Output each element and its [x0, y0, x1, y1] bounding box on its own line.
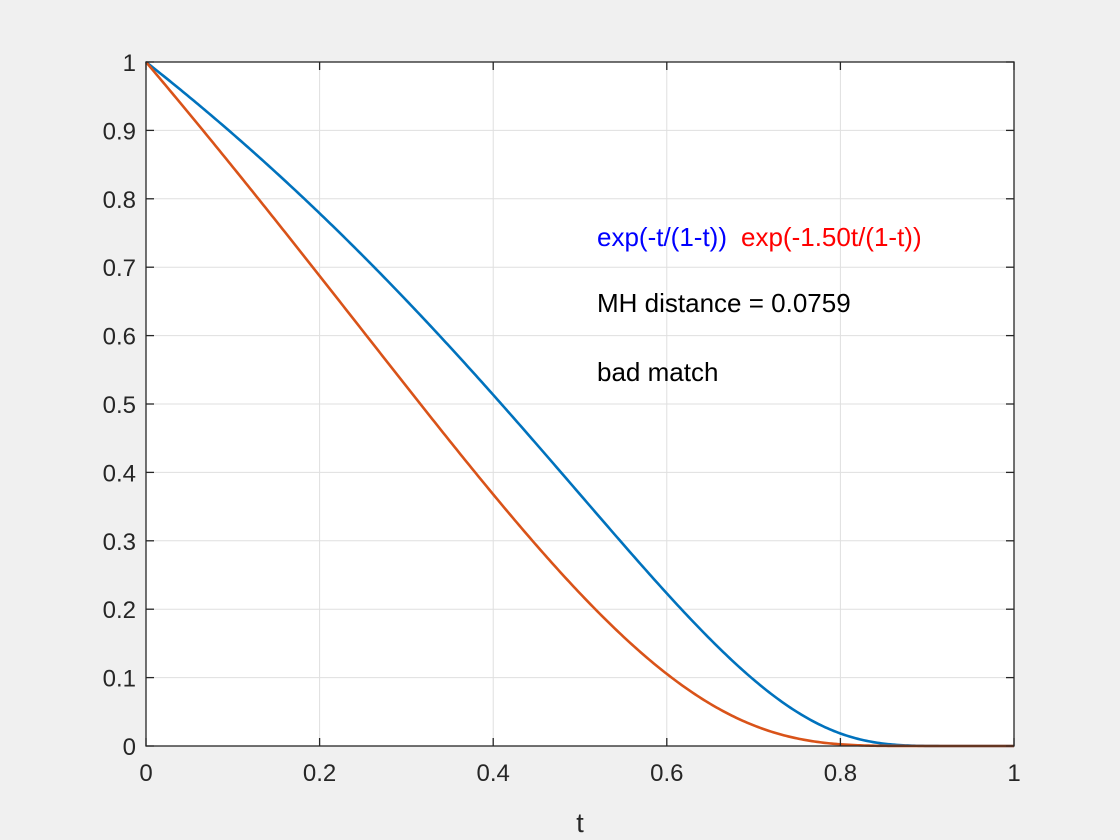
y-tick-label: 0.3	[103, 529, 136, 556]
x-tick-label: 0.2	[303, 760, 336, 787]
annotation-verdict: bad match	[597, 357, 718, 387]
x-tick-label: 0.6	[650, 760, 683, 787]
x-tick-label: 0.8	[824, 760, 857, 787]
x-tick-label: 1	[1007, 760, 1020, 787]
y-tick-label: 0	[123, 734, 136, 761]
axis-ticks: 0 0.2 0.4 0.6 0.8 1 0 0.1 0.2 0.3 0.4 0.5 0.6 0.7 0.8 0…	[103, 50, 1021, 787]
y-tick-label: 0.1	[103, 666, 136, 693]
annotation-blue: exp(-t/(1-t))	[597, 222, 727, 252]
annotation-distance: MH distance = 0.0759	[597, 288, 851, 318]
y-tick-label: 0.5	[103, 392, 136, 419]
y-tick-label: 1	[123, 50, 136, 77]
x-axis-label: t	[576, 808, 584, 838]
y-tick-label: 0.4	[103, 460, 136, 487]
x-tick-label: 0	[139, 760, 152, 787]
y-tick-label: 0.9	[103, 118, 136, 145]
annotation-legend: exp(-t/(1-t)) exp(-1.50t/(1-t))	[597, 222, 922, 252]
series-line-0	[145, 60, 1014, 748]
grid-lines	[145, 61, 1015, 747]
y-tick-label: 0.8	[103, 187, 136, 214]
x-tick-label: 0.4	[477, 760, 510, 787]
y-tick-label: 0.6	[103, 324, 136, 351]
y-tick-label: 0.2	[103, 597, 136, 624]
annotation-red: exp(-1.50t/(1-t))	[741, 222, 922, 252]
y-tick-label: 0.7	[103, 255, 136, 282]
